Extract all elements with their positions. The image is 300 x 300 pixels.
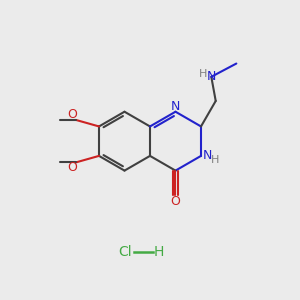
Text: O: O bbox=[68, 108, 77, 121]
Text: H: H bbox=[211, 155, 219, 165]
Text: H: H bbox=[199, 69, 207, 80]
Text: N: N bbox=[171, 100, 180, 113]
Text: O: O bbox=[68, 161, 77, 174]
Text: O: O bbox=[170, 195, 180, 208]
Text: Cl: Cl bbox=[118, 244, 132, 259]
Text: H: H bbox=[154, 244, 164, 259]
Text: N: N bbox=[203, 149, 212, 162]
Text: N: N bbox=[207, 70, 216, 83]
